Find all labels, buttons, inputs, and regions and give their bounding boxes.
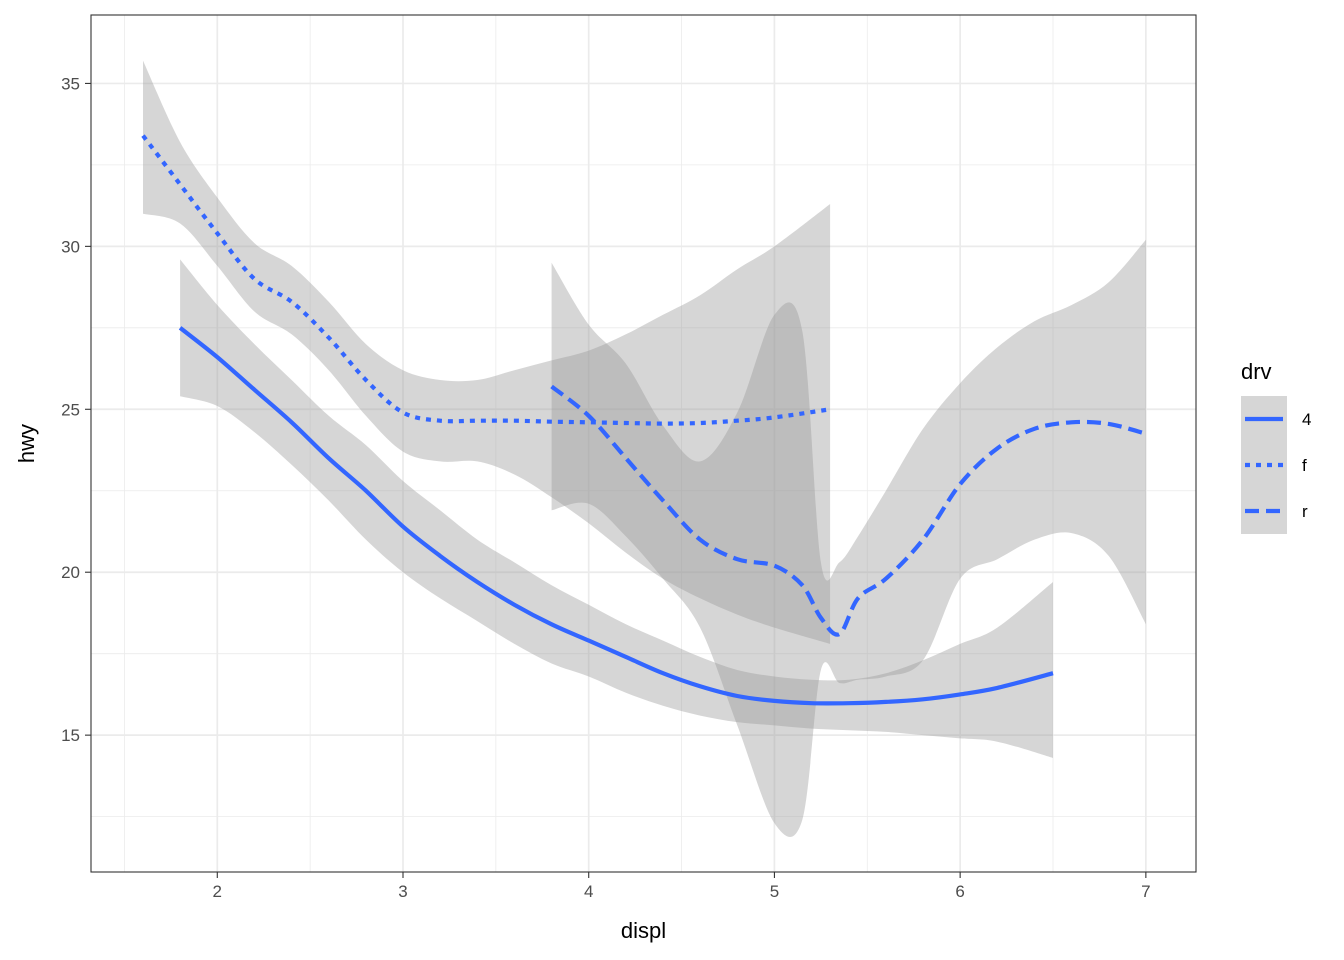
plot-panel-border xyxy=(90,14,1197,873)
legend-label-4: 4 xyxy=(1302,410,1311,429)
x-axis-title: displ xyxy=(621,918,666,943)
x-tick-label: 3 xyxy=(398,882,407,901)
major-gridlines xyxy=(91,15,1196,872)
y-axis-title: hwy xyxy=(14,424,39,463)
x-tick-label: 6 xyxy=(955,882,964,901)
x-tick-label: 2 xyxy=(213,882,222,901)
legend-label-r: r xyxy=(1302,502,1308,521)
y-tick-label: 30 xyxy=(61,237,80,256)
ribbon-r xyxy=(551,239,1146,838)
legend-keys: 4 f r xyxy=(1241,396,1311,534)
x-tick-label: 5 xyxy=(770,882,779,901)
line-r xyxy=(550,384,1147,637)
legend: drv 4 f r xyxy=(1241,359,1311,534)
y-axis: 15 20 25 30 35 xyxy=(61,74,91,745)
legend-label-f: f xyxy=(1302,456,1307,475)
x-tick-label: 7 xyxy=(1141,882,1150,901)
y-tick-label: 35 xyxy=(61,74,80,93)
y-tick-label: 20 xyxy=(61,563,80,582)
smooth-lines xyxy=(141,134,1147,706)
y-tick-label: 25 xyxy=(61,400,80,419)
legend-title: drv xyxy=(1241,359,1272,384)
ribbon-4 xyxy=(180,259,1054,758)
line-4 xyxy=(178,326,1054,706)
x-axis: 2 3 4 5 6 7 xyxy=(213,872,1151,901)
minor-gridlines xyxy=(91,15,1196,872)
x-tick-label: 4 xyxy=(584,882,593,901)
y-tick-label: 15 xyxy=(61,726,80,745)
